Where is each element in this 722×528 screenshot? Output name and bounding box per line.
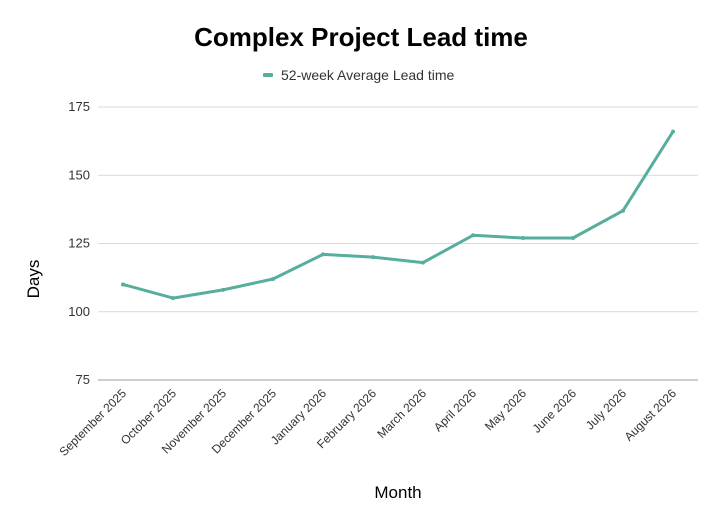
series-line xyxy=(121,130,675,300)
chart-title: Complex Project Lead time xyxy=(194,22,528,52)
x-tick-label: July 2026 xyxy=(583,386,629,432)
y-axis-ticks: 75 100 125 150 175 xyxy=(68,99,90,387)
x-tick-label: September 2025 xyxy=(56,386,129,459)
data-point xyxy=(621,208,625,213)
y-tick-label: 150 xyxy=(68,167,90,182)
data-point xyxy=(171,296,175,301)
x-tick-label: March 2026 xyxy=(374,386,429,441)
data-point xyxy=(571,236,575,241)
legend-swatch xyxy=(263,73,273,77)
x-tick-label: April 2026 xyxy=(431,386,479,434)
data-point xyxy=(421,260,425,265)
series-layer xyxy=(121,129,675,301)
legend-label: 52-week Average Lead time xyxy=(281,67,455,83)
y-tick-label: 75 xyxy=(76,372,90,387)
data-point xyxy=(271,276,275,281)
legend: 52-week Average Lead time xyxy=(263,67,455,83)
x-axis-label: Month xyxy=(374,483,421,502)
data-point xyxy=(121,282,125,287)
data-point xyxy=(671,129,675,134)
x-tick-label: August 2026 xyxy=(622,386,680,444)
data-point xyxy=(221,287,225,292)
data-point xyxy=(471,233,475,238)
data-point xyxy=(371,255,375,260)
data-point xyxy=(521,236,525,241)
y-tick-label: 175 xyxy=(68,99,90,114)
gridlines xyxy=(98,106,698,381)
y-tick-label: 100 xyxy=(68,304,90,319)
y-tick-label: 125 xyxy=(68,236,90,251)
data-point xyxy=(321,252,325,257)
y-axis-label: Days xyxy=(24,260,43,299)
x-tick-label: May 2026 xyxy=(482,386,529,433)
x-tick-label: June 2026 xyxy=(530,386,580,436)
